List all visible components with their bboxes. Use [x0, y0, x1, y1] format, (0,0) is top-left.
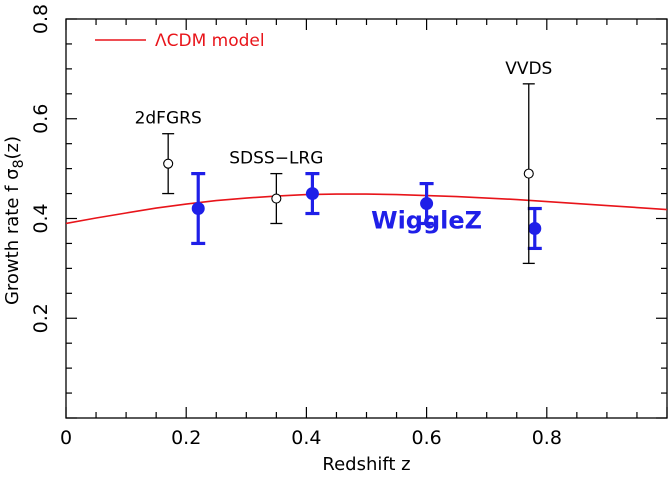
y-tick-label: 0.6	[30, 104, 52, 134]
legend-label: ΛCDM model	[155, 31, 265, 51]
model-curve-layer	[66, 193, 667, 225]
x-axis-title: Redshift z	[322, 454, 410, 475]
axes: 0 0.2 0.4 0.6 0.8 0.2 0.4 0.6 0.8 Redshift z Growt…	[2, 4, 668, 475]
point-marker	[163, 158, 174, 169]
x-tick-label: 0.8	[532, 427, 562, 449]
y-tick-label: 0.4	[30, 203, 52, 233]
x-tick-label: 0.6	[411, 427, 441, 449]
point-marker	[420, 197, 434, 211]
wigglez-data-point	[527, 206, 542, 251]
survey-label: 2dFGRS	[135, 109, 202, 129]
wigglez-data-point	[305, 172, 320, 216]
data-points-layer	[162, 83, 542, 265]
point-marker	[271, 193, 282, 204]
survey-data-point	[270, 172, 283, 225]
point-marker	[523, 168, 534, 179]
y-tick-label: 0.8	[30, 4, 52, 34]
x-tick-label: 0	[60, 427, 72, 449]
y-axis-title-main: Growth rate f σ	[2, 168, 23, 305]
y-axis-title-tail: (z)	[2, 136, 23, 160]
survey-data-point	[522, 83, 535, 265]
survey-data-point	[162, 133, 175, 195]
wigglez-data-point	[191, 172, 206, 246]
survey-label: SDSS−LRG	[229, 149, 323, 169]
point-marker	[305, 187, 319, 201]
y-axis-title: Growth rate f σ8(z)	[2, 136, 27, 305]
wigglez-data-point	[419, 181, 434, 226]
legend: ΛCDM model	[95, 31, 265, 51]
y-tick-label: 0.2	[30, 303, 52, 333]
model-curve	[66, 193, 667, 225]
y-axis-title-subscript: 8	[11, 159, 27, 168]
plot-frame	[65, 18, 668, 419]
point-marker	[191, 202, 205, 216]
survey-label: VVDS	[505, 59, 552, 79]
wigglez-label: WiggleZ	[371, 206, 482, 234]
labels-layer: 2dFGRS SDSS−LRG VVDS WiggleZ ΛCDM model	[95, 31, 552, 234]
x-tick-label: 0.2	[171, 427, 201, 449]
x-tick-label: 0.4	[291, 427, 321, 449]
point-marker	[528, 221, 542, 235]
